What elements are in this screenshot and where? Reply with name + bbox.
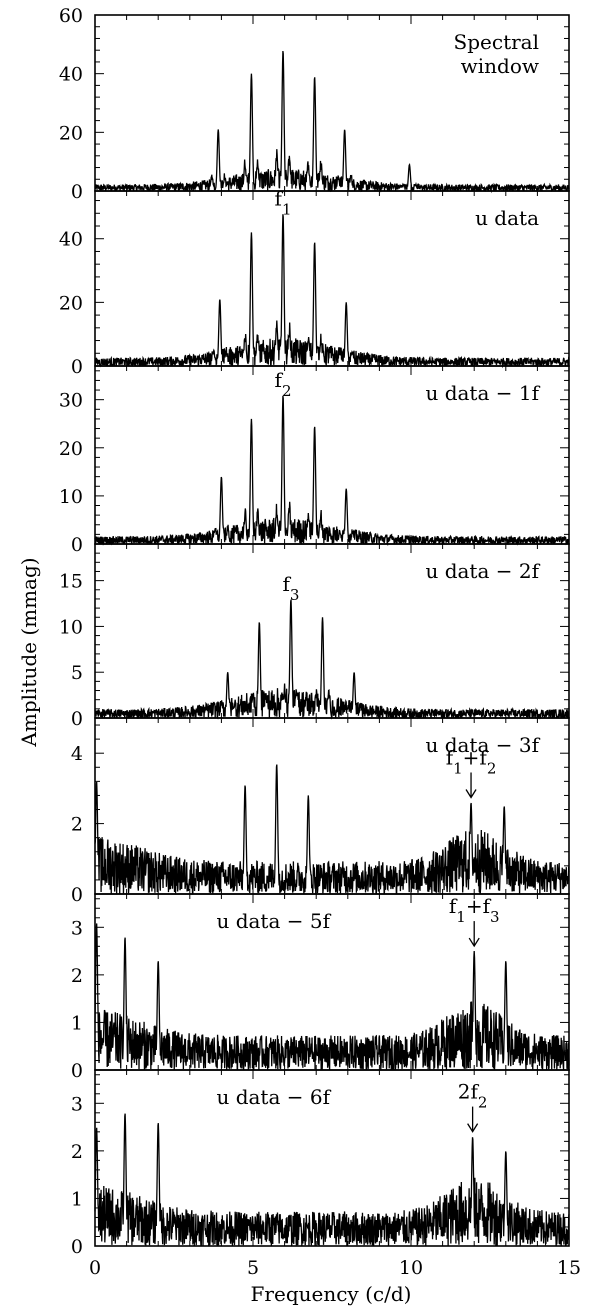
spectrum-line [94,1113,570,1247]
spectrum-line [94,214,570,369]
panel-4: 0 5 10 15 u data − 2f f3 [59,543,570,730]
panel-label: u data − 6f [216,1085,331,1109]
y-tick-label: 0 [71,181,83,203]
y-tick-label: 1 [71,1188,83,1210]
panel-label: window [461,54,539,78]
arrow-head [465,789,477,799]
y-tick-label: 4 [71,743,83,765]
spectrum-line [94,599,570,720]
y-tick-label: 0 [71,1236,83,1258]
panel-label: u data [475,206,539,230]
y-tick-label: 0 [71,884,83,906]
peak-label: f1+f2 [446,745,497,777]
panel-label: u data − 2f [425,559,540,583]
y-tick-label: 20 [59,292,83,314]
spectrum-line [94,395,570,547]
panel-2: 0 20 40 u data f1 [59,186,570,378]
panel-label: u data − 5f [216,909,331,933]
y-tick-label: 3 [71,917,83,939]
y-tick-label: 30 [59,390,83,412]
y-tick-label: 0 [71,708,83,730]
y-tick-label: 2 [71,1141,83,1163]
x-tick-label: 5 [247,1257,259,1279]
y-tick-label: 10 [59,486,83,508]
y-tick-label: 15 [59,571,83,593]
y-tick-label: 20 [59,438,83,460]
y-tick-label: 1 [71,1012,83,1034]
peak-label: 2f2 [458,1080,488,1112]
y-axis-label: Amplitude (mmag) [17,557,41,747]
y-tick-label: 20 [59,122,83,144]
y-tick-label: 3 [71,1093,83,1115]
arrow-head [467,1123,479,1133]
y-tick-label: 2 [71,814,83,836]
y-tick-label: 5 [71,662,83,684]
x-tick-label: 0 [89,1257,101,1279]
x-axis-label: Frequency (c/d) [251,1282,412,1306]
peak-label: f3 [282,572,299,604]
y-tick-label: 0 [71,356,83,378]
y-tick-label: 0 [71,534,83,556]
panel-7: 0 1 2 3 u data − 6f 2f2 0 5 10 15 [71,1069,581,1279]
x-tick-label: 15 [557,1257,581,1279]
y-tick-label: 40 [59,229,83,251]
peak-label: f1+f3 [449,894,500,926]
spectrum-line [94,923,570,1071]
y-tick-label: 2 [71,965,83,987]
panel-frame [94,1069,570,1247]
y-tick-label: 60 [59,5,83,27]
y-tick-label: 0 [71,1060,83,1082]
y-tick-label: 40 [59,64,83,86]
panel-3: 0 10 20 30 u data − 1f f2 [59,365,570,556]
peak-label: f1 [275,186,292,218]
arrow-head [468,937,480,948]
panel-label: u data − 1f [425,381,540,405]
spectrum-line [94,50,570,194]
spectrum-line [94,764,570,896]
peak-label: f2 [275,368,292,400]
y-tick-label: 10 [59,616,83,638]
panel-6: 0 1 2 3 u data − 5f f1+f3 [71,893,570,1082]
panel-label: u data − 3f [425,733,540,757]
x-tick-label: 10 [399,1257,423,1279]
panel-label: Spectral [454,30,539,54]
